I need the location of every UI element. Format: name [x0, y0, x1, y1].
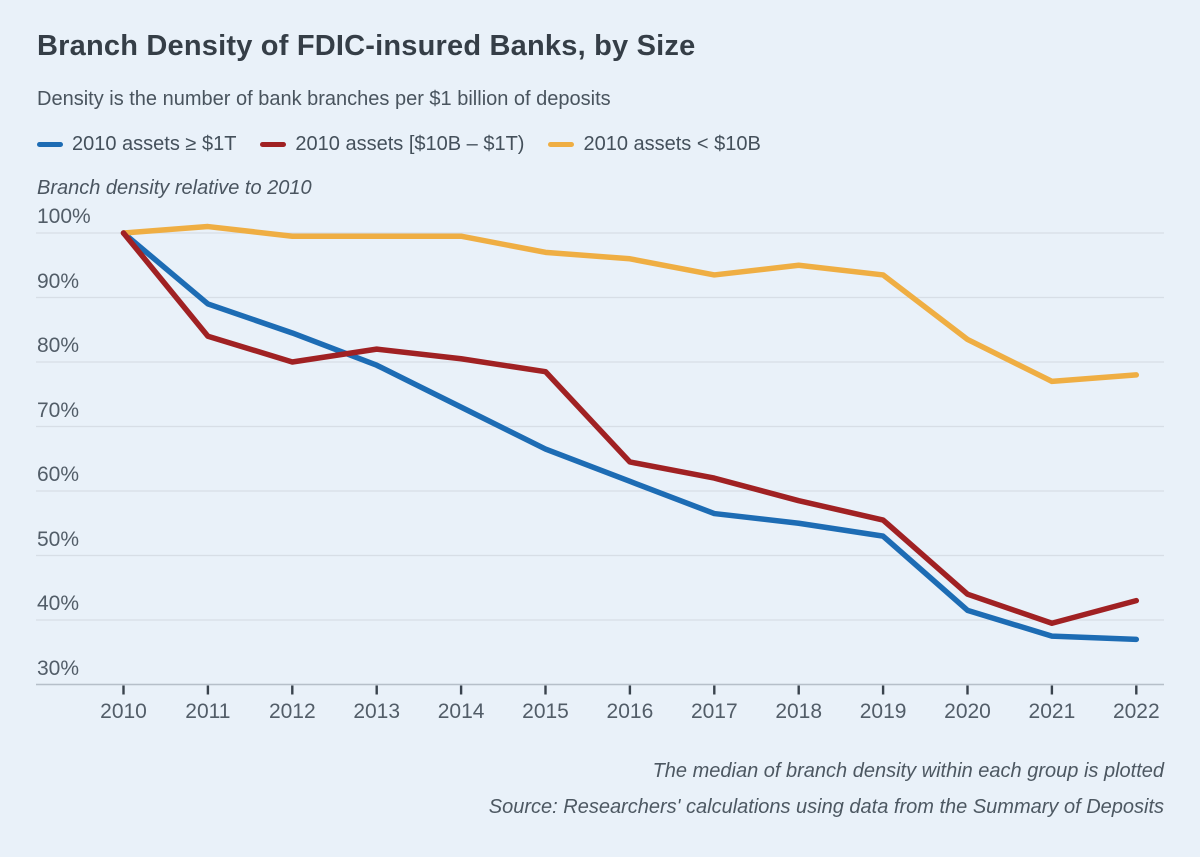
legend-item-small-banks: 2010 assets < $10B: [548, 133, 761, 156]
y-tick-label: 60%: [37, 463, 80, 486]
legend-label: 2010 assets [$10B – $1T): [295, 133, 525, 155]
x-tick-label: 2021: [1028, 700, 1076, 723]
x-tick-label: 2012: [268, 700, 316, 723]
y-tick-label: 90%: [37, 269, 80, 293]
legend-label: 2010 assets ≥ $1T: [72, 133, 237, 155]
x-tick-label: 2014: [437, 700, 485, 723]
x-tick-label: 2018: [775, 700, 823, 723]
series-line-1: [120, 230, 1140, 626]
legend-item-medium-banks: 2010 assets [$10B – $1T): [260, 133, 524, 156]
x-tick-label: 2015: [522, 700, 569, 723]
legend-swatch-orange-icon: [548, 142, 575, 147]
series-line-0: [120, 230, 1140, 643]
footnote-note: The median of branch density within each…: [652, 760, 1164, 782]
legend-swatch-blue-icon: [37, 142, 63, 147]
y-tick-label: 50%: [37, 527, 80, 551]
y-tick-label: 100%: [37, 205, 91, 228]
y-axis-label: Branch density relative to 2010: [37, 177, 312, 199]
x-tick-label: 2019: [859, 700, 907, 723]
legend: 2010 assets ≥ $1T 2010 assets [$10B – $1…: [37, 133, 761, 156]
y-tick-label: 30%: [37, 656, 80, 680]
x-tick-label: 2013: [353, 700, 401, 723]
x-tick-label: 2017: [690, 700, 738, 723]
x-tick-label: 2016: [606, 700, 654, 723]
x-tick-label: 2010: [100, 700, 147, 723]
series-line-2: [120, 223, 1140, 385]
footnote-source: Source: Researchers' calculations using …: [488, 796, 1164, 818]
chart-title: Branch Density of FDIC-insured Banks, by…: [37, 30, 696, 62]
y-tick-label: 40%: [37, 592, 80, 615]
legend-item-large-banks: 2010 assets ≥ $1T: [37, 133, 236, 156]
y-tick-label: 80%: [37, 334, 80, 357]
x-tick-label: 2022: [1112, 700, 1160, 723]
legend-label: 2010 assets < $10B: [583, 133, 761, 155]
x-tick-label: 2011: [185, 700, 231, 723]
x-tick-label: 2020: [944, 700, 991, 723]
legend-swatch-red-icon: [260, 142, 287, 147]
y-tick-label: 70%: [37, 398, 80, 422]
chart-subtitle: Density is the number of bank branches p…: [37, 88, 611, 110]
